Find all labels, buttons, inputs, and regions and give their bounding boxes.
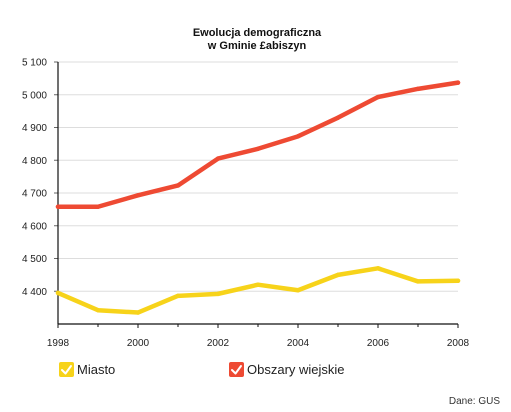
series-0-point-2007: [415, 279, 421, 284]
y-tick-label-4600: 4 600: [22, 221, 47, 232]
series-0-point-2005: [335, 272, 341, 278]
y-tick-label-4400: 4 400: [22, 287, 47, 298]
series-0-point-2006: [375, 266, 381, 271]
source-label: Dane: GUS: [449, 396, 500, 407]
y-tick-label-4500: 4 500: [22, 254, 47, 265]
legend-label-0: Miasto: [77, 362, 115, 377]
checkbox-check-icon-0: [61, 365, 72, 375]
x-tick-label-2004: 2004: [287, 338, 310, 349]
series-0-point-2004: [295, 288, 301, 293]
series-1-point-2006: [375, 94, 381, 100]
series-1-point-2005: [335, 115, 341, 120]
series-1-point-2004: [295, 134, 301, 139]
series-line-0: [55, 266, 461, 315]
y-tick-label-5000: 5 000: [22, 90, 47, 101]
series-0-point-2008: [455, 278, 461, 283]
series-0-point-2002: [215, 291, 221, 297]
series-line-1: [55, 80, 461, 210]
legend: Miasto Obszary wiejskie: [59, 362, 345, 377]
series-0-point-2000: [135, 310, 141, 315]
x-tick-label-2002: 2002: [207, 338, 230, 349]
series-1-point-2008: [455, 80, 461, 85]
chart-title-line-1: Ewolucja demograficzna: [193, 27, 322, 39]
series-0-point-1999: [95, 308, 101, 313]
series-1-point-2000: [135, 193, 141, 198]
series-0-point-1998: [55, 290, 61, 296]
checkbox-check-icon-1: [231, 365, 242, 375]
chart-title-line-2: w Gminie £abiszyn: [207, 40, 307, 52]
series-1-point-2002: [215, 156, 221, 161]
y-tick-label-4900: 4 900: [22, 123, 47, 134]
y-tick-label-5100: 5 100: [22, 58, 47, 69]
series-1-point-2007: [415, 86, 421, 92]
x-tick-label-2008: 2008: [447, 338, 470, 349]
plot-area: 4 400 4 500 4 600 4 700 4 800 4 900 5 000 5 100…: [22, 58, 470, 350]
x-tick-label-2006: 2006: [367, 338, 390, 349]
series-1-point-2001: [175, 183, 181, 188]
series-0-point-2003: [255, 282, 261, 287]
y-tick-label-4700: 4 700: [22, 189, 47, 200]
x-tick-label-2000: 2000: [127, 338, 150, 349]
series-1-point-1998: [55, 204, 61, 209]
series-0-point-2001: [175, 293, 181, 299]
legend-label-1: Obszary wiejskie: [247, 362, 345, 377]
series-1-point-1999: [95, 204, 101, 209]
x-tick-label-1998: 1998: [47, 338, 70, 349]
y-tick-label-4800: 4 800: [22, 156, 47, 167]
series-1-point-2003: [255, 146, 261, 151]
